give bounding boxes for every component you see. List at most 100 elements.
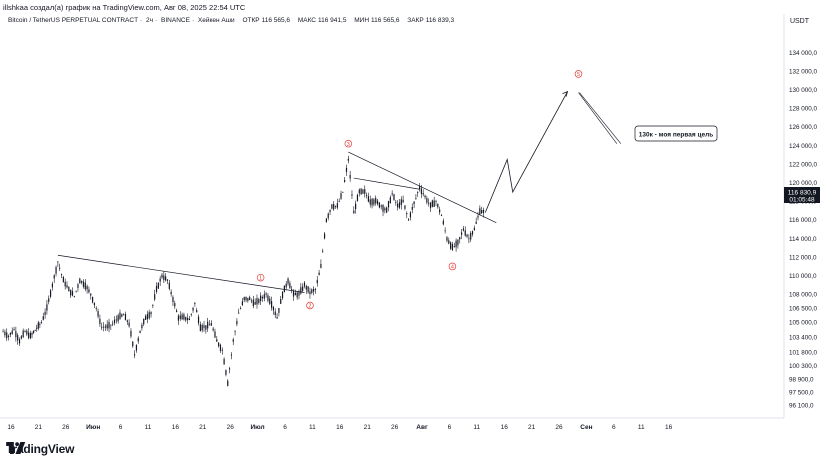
interval-label[interactable]: 2ч bbox=[146, 17, 154, 24]
candle-body bbox=[477, 215, 479, 218]
candle-body bbox=[250, 300, 253, 302]
time-axis: 16 21 26 Июн 6 11 16 21 26 Июл 6 11 16 21 26 Авг 6 11 16 21… bbox=[7, 424, 672, 431]
candle-body bbox=[479, 208, 481, 215]
candle-body bbox=[17, 335, 19, 341]
price-chart[interactable]: 1 2 3 4 5 96 100,0 97 500,0 98 900,0 100 300,0 1… bbox=[0, 14, 829, 434]
candle-body bbox=[239, 308, 242, 310]
y-tick-label: 128 000,0 bbox=[789, 106, 818, 113]
projection-path bbox=[484, 91, 568, 213]
candle-body bbox=[420, 188, 422, 194]
candle-body bbox=[232, 339, 234, 342]
candle-body bbox=[9, 332, 11, 335]
projection-arrowhead bbox=[562, 90, 569, 97]
candle-body bbox=[466, 234, 468, 237]
candle-body bbox=[418, 186, 421, 190]
candle-body bbox=[411, 207, 413, 210]
annotation-pointer bbox=[578, 92, 618, 144]
candle-body bbox=[20, 336, 22, 339]
candle-body bbox=[367, 196, 370, 202]
candle-body bbox=[269, 298, 271, 304]
candle-body bbox=[384, 208, 386, 211]
candle-body bbox=[49, 290, 52, 297]
candle-body bbox=[26, 330, 28, 335]
trendline bbox=[348, 151, 497, 224]
price-scale-bg[interactable] bbox=[784, 14, 829, 434]
candle-body bbox=[123, 314, 125, 316]
candle-body bbox=[53, 275, 55, 279]
x-tick-label: 21 bbox=[528, 424, 536, 431]
footer-brand: TradingView bbox=[6, 442, 74, 456]
x-tick-label: 11 bbox=[638, 424, 645, 431]
x-tick-label: 6 bbox=[448, 424, 452, 431]
candle-body bbox=[311, 289, 313, 293]
candle-body bbox=[212, 328, 214, 331]
candle-body bbox=[252, 299, 254, 307]
candle-body bbox=[413, 201, 415, 205]
candle-body bbox=[402, 199, 404, 203]
candle-body bbox=[453, 246, 455, 247]
candle-body bbox=[391, 193, 393, 195]
symbol-name[interactable]: Bitcoin / TetherUS PERPETUAL CONTRACT bbox=[8, 17, 139, 24]
annotation-callout[interactable]: 130к - моя первая цель bbox=[634, 125, 718, 142]
candle-body bbox=[283, 285, 285, 293]
y-tick-label: 100 300,0 bbox=[789, 363, 818, 370]
candle-body bbox=[433, 200, 435, 207]
x-tick-label: Сен bbox=[580, 424, 592, 431]
candle-body bbox=[57, 261, 59, 263]
candle-body bbox=[124, 314, 127, 321]
candle-body bbox=[428, 202, 430, 204]
candle-body bbox=[157, 282, 159, 289]
candle-body bbox=[238, 312, 240, 314]
candle-body bbox=[267, 295, 269, 301]
y-tick-label: 116 000,0 bbox=[789, 217, 817, 224]
candle-body bbox=[192, 307, 194, 311]
candle-body bbox=[462, 228, 464, 231]
candle-body bbox=[303, 282, 306, 287]
candle-body bbox=[426, 198, 428, 203]
x-tick-label: Июн bbox=[86, 424, 100, 431]
candle-body bbox=[404, 205, 406, 209]
y-tick-label: 122 000,0 bbox=[789, 161, 818, 168]
candle-body bbox=[263, 294, 265, 299]
candle-body bbox=[40, 321, 43, 323]
candle-body bbox=[455, 240, 457, 248]
wave-label: 4 bbox=[451, 265, 454, 271]
annotation-pointer bbox=[579, 92, 622, 144]
candle-body bbox=[481, 210, 483, 214]
candle-body bbox=[439, 209, 441, 213]
y-tick-label: 106 500,0 bbox=[789, 306, 818, 313]
chart-panel[interactable]: 1 2 3 4 5 96 100,0 97 500,0 98 900,0 100 300,0 1… bbox=[0, 14, 829, 434]
candle-body bbox=[42, 316, 44, 320]
candle-body bbox=[245, 296, 247, 301]
candle-body bbox=[71, 291, 74, 296]
annotation-box[interactable] bbox=[634, 125, 718, 142]
candle-body bbox=[228, 368, 231, 370]
candle-body bbox=[148, 312, 150, 319]
candle-body bbox=[389, 197, 391, 204]
candle-body bbox=[376, 200, 379, 205]
candle-body bbox=[37, 322, 39, 329]
last-price-box bbox=[784, 187, 820, 203]
candle-body bbox=[382, 205, 384, 212]
wave-label-circle bbox=[256, 273, 265, 282]
y-tick-label: 98 900,0 bbox=[789, 376, 814, 383]
y-tick-label: 126 000,0 bbox=[789, 124, 818, 131]
candle-body bbox=[342, 191, 344, 193]
candle-body bbox=[48, 298, 50, 302]
candle-body bbox=[101, 326, 103, 328]
candle-body bbox=[281, 291, 284, 299]
candle-body bbox=[305, 286, 307, 290]
x-tick-label: 26 bbox=[391, 424, 399, 431]
candle-body bbox=[320, 264, 322, 268]
candle-body bbox=[39, 324, 41, 326]
candle-body bbox=[400, 199, 402, 206]
candle-body bbox=[135, 344, 138, 351]
candle-body bbox=[11, 330, 13, 335]
candle-body bbox=[99, 318, 101, 324]
candle-body bbox=[174, 303, 176, 307]
candle-body bbox=[444, 230, 446, 232]
y-tick-label: 101 800,0 bbox=[789, 349, 818, 356]
drawings-layer: 1 2 3 4 5 bbox=[57, 70, 622, 310]
currency-label[interactable]: USDT bbox=[789, 18, 809, 25]
candle-body bbox=[24, 331, 26, 332]
